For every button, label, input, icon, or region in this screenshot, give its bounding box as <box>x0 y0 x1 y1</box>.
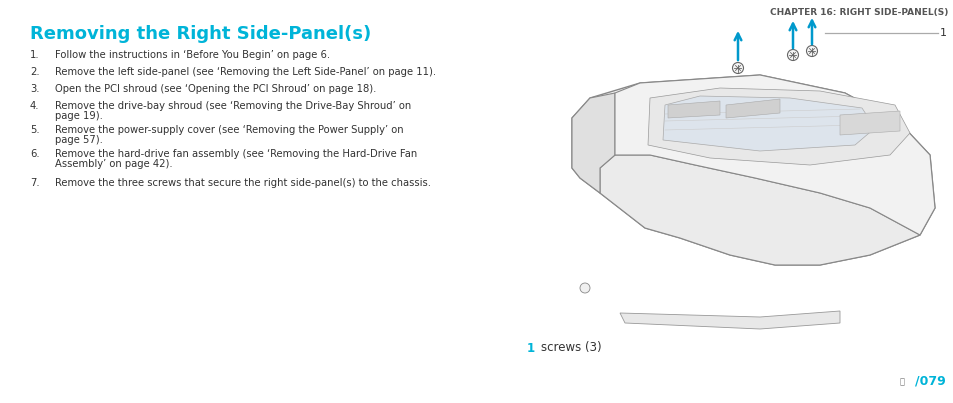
Polygon shape <box>662 96 874 151</box>
Text: Remove the hard-drive fan assembly (see ‘Removing the Hard-Drive Fan: Remove the hard-drive fan assembly (see … <box>55 149 416 159</box>
Text: page 57).: page 57). <box>55 135 103 145</box>
Polygon shape <box>615 75 934 235</box>
Text: 7.: 7. <box>30 178 40 188</box>
Text: Removing the Right Side-Panel(s): Removing the Right Side-Panel(s) <box>30 25 371 43</box>
Text: 1: 1 <box>939 28 946 38</box>
Text: Open the PCI shroud (see ‘Opening the PCI Shroud’ on page 18).: Open the PCI shroud (see ‘Opening the PC… <box>55 84 376 94</box>
Text: 1.: 1. <box>30 50 40 60</box>
Text: Remove the three screws that secure the right side-panel(s) to the chassis.: Remove the three screws that secure the … <box>55 178 431 188</box>
Polygon shape <box>725 99 780 118</box>
Text: ⎈: ⎈ <box>899 377 904 386</box>
Text: 2.: 2. <box>30 67 40 77</box>
Text: 4.: 4. <box>30 101 39 111</box>
Polygon shape <box>667 101 720 118</box>
Circle shape <box>579 283 589 293</box>
Polygon shape <box>572 75 934 265</box>
Text: 1: 1 <box>526 341 535 355</box>
Polygon shape <box>599 155 919 265</box>
Text: Remove the power-supply cover (see ‘Removing the Power Supply’ on: Remove the power-supply cover (see ‘Remo… <box>55 125 403 135</box>
Text: Assembly’ on page 42).: Assembly’ on page 42). <box>55 159 172 169</box>
Circle shape <box>805 46 817 56</box>
Text: Remove the left side-panel (see ‘Removing the Left Side-Panel’ on page 11).: Remove the left side-panel (see ‘Removin… <box>55 67 436 77</box>
Text: /079: /079 <box>914 375 944 388</box>
Text: CHAPTER 16: RIGHT SIDE-PANEL(S): CHAPTER 16: RIGHT SIDE-PANEL(S) <box>769 8 947 17</box>
Text: 5.: 5. <box>30 125 40 135</box>
Text: 6.: 6. <box>30 149 40 159</box>
Circle shape <box>732 62 742 73</box>
Polygon shape <box>647 88 909 165</box>
Circle shape <box>786 50 798 60</box>
Polygon shape <box>619 311 840 329</box>
Text: screws (3): screws (3) <box>540 341 601 355</box>
Text: Follow the instructions in ‘Before You Begin’ on page 6.: Follow the instructions in ‘Before You B… <box>55 50 330 60</box>
Polygon shape <box>840 111 899 135</box>
Text: page 19).: page 19). <box>55 111 103 121</box>
Text: 3.: 3. <box>30 84 39 94</box>
Polygon shape <box>572 93 615 193</box>
Text: Remove the drive-bay shroud (see ‘Removing the Drive-Bay Shroud’ on: Remove the drive-bay shroud (see ‘Removi… <box>55 101 411 111</box>
